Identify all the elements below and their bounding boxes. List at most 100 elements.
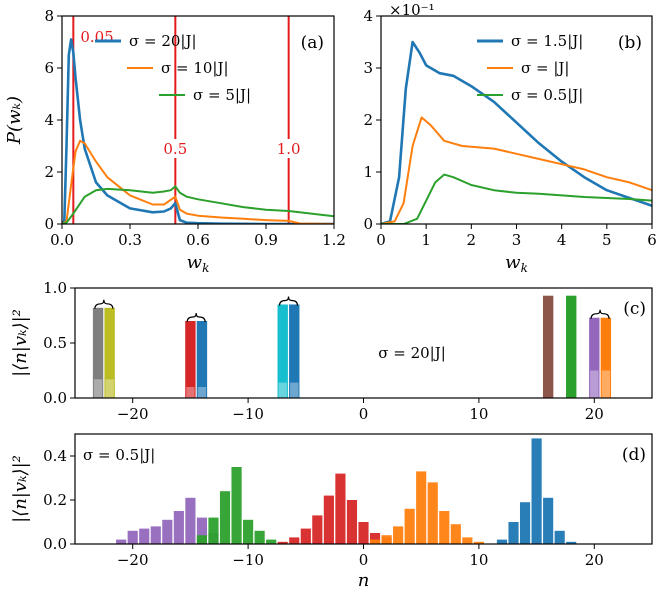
panel-d: −20 −10 0 10 20 0.0 0.2 0.4 σ = 0.5|J| (d) |⟨n|vₖ⟩… [10, 433, 653, 591]
threshold-label-bg [155, 139, 196, 158]
x-axis-label: wk [187, 252, 210, 275]
bar [358, 522, 369, 544]
y-axis-label: P(wₖ) [4, 96, 25, 145]
panel-label: (c) [623, 299, 646, 319]
bar [496, 539, 508, 544]
brace [278, 296, 299, 306]
bar [439, 511, 450, 544]
panel-c-ytick-label: 1.0 [43, 279, 67, 297]
x-axis-label-sub: k [521, 261, 528, 275]
bar [404, 508, 415, 544]
series-line-3 [62, 185, 334, 224]
x-axis-label-sub: k [202, 261, 209, 275]
panel-b-xtick-label: 5 [602, 231, 612, 249]
threshold-label: 1.0 [277, 140, 301, 158]
panel-b-ytick-label: 4 [363, 7, 373, 25]
bar [554, 530, 565, 544]
brace [186, 312, 206, 323]
series-line-3 [381, 173, 652, 224]
bar [127, 530, 138, 544]
panel-a-xtick-label: 0.0 [50, 231, 74, 249]
panel-c-xtick-label: −10 [232, 405, 264, 423]
panel-d-xtick-label: −20 [117, 551, 149, 569]
panel-a-xtick-label: 0.6 [186, 231, 210, 249]
bar [519, 502, 531, 544]
bar [289, 537, 300, 544]
bar-overlay [290, 382, 299, 398]
panel-d-frame [74, 433, 653, 545]
bar [196, 321, 208, 398]
threshold-label: 0.05 [80, 28, 113, 46]
bar [335, 473, 346, 544]
panel-b-ytick-label: 1 [363, 163, 373, 181]
panel-label: (a) [301, 33, 324, 53]
bar [566, 295, 577, 398]
panel-b-ytick-label: 3 [363, 59, 373, 77]
bar [300, 528, 311, 544]
bar [162, 519, 173, 544]
series-line-1 [62, 38, 334, 224]
bar [312, 515, 323, 544]
bar-overlay [186, 387, 195, 398]
scale-note: ×10⁻¹ [389, 1, 435, 19]
bar [346, 500, 358, 544]
x-axis-label-main: w [505, 252, 521, 273]
series-line-2 [62, 139, 334, 224]
panel-b-xtick-label: 6 [647, 231, 657, 249]
x-axis-label-main: w [187, 252, 203, 273]
bar [254, 530, 265, 544]
panel-b-ytick-label: 2 [363, 111, 373, 129]
bar [185, 497, 196, 544]
bar [542, 295, 554, 398]
panel-d-xtick-label: 10 [469, 551, 488, 569]
panel-a-ytick-label: 2 [44, 163, 54, 181]
panel-b-xtick-label: 1 [421, 231, 431, 249]
bar [508, 522, 519, 544]
panel-a-ytick-label: 0 [44, 215, 54, 233]
panel-c-xtick-label: −20 [117, 405, 149, 423]
panel-b-xtick-label: 4 [557, 231, 567, 249]
threshold-label: 0.5 [163, 140, 187, 158]
bar [600, 317, 612, 398]
bar [266, 539, 277, 544]
panel-c-ytick-label: 0.0 [43, 389, 67, 407]
bar [219, 491, 231, 544]
bar [289, 304, 300, 398]
panel-b-xtick-label: 0 [376, 231, 386, 249]
bar [450, 524, 461, 544]
bar [427, 482, 438, 544]
bar [393, 526, 404, 544]
bar [208, 517, 219, 544]
bar [473, 541, 484, 544]
panel-d-xtick-label: −10 [232, 551, 264, 569]
bar [116, 539, 127, 544]
panel-a: 0.05 0.5 1.0 0.0 0.3 0.6 0.9 1.2 0 2 4 6 8 wk P(wₖ) σ =… [4, 7, 346, 275]
bar [589, 317, 600, 398]
bar-overlay [197, 387, 207, 398]
y-axis-label: |⟨n|vₖ⟩|² [10, 455, 31, 523]
panel-d-ytick-label: 0.0 [43, 535, 67, 553]
sigma-annotation: σ = 20|J| [378, 344, 446, 362]
panel-c-xtick-label: 20 [585, 405, 604, 423]
panel-a-ytick-label: 4 [44, 111, 54, 129]
legend-label: σ = 20|J| [129, 32, 197, 50]
bar [277, 304, 288, 398]
panel-c-xtick-label: 10 [469, 405, 488, 423]
bar-overlay [590, 370, 599, 398]
panel-a-xtick-label: 0.9 [254, 231, 278, 249]
panel-b-frame [380, 15, 653, 225]
legend-label: σ = |J| [521, 59, 569, 77]
panel-d-xtick-label: 20 [585, 551, 604, 569]
bar [173, 511, 184, 544]
legend-label: σ = 1.5|J| [511, 32, 583, 50]
bar [231, 467, 242, 544]
bar [196, 517, 208, 544]
bar [369, 539, 381, 544]
panel-b-xtick-label: 3 [512, 231, 522, 249]
x-axis-label: wk [505, 252, 528, 275]
bar [369, 533, 381, 544]
legend-label: σ = 5|J| [193, 86, 251, 104]
threshold-label-bg [268, 139, 309, 158]
panel-a-xtick-label: 0.3 [118, 231, 142, 249]
